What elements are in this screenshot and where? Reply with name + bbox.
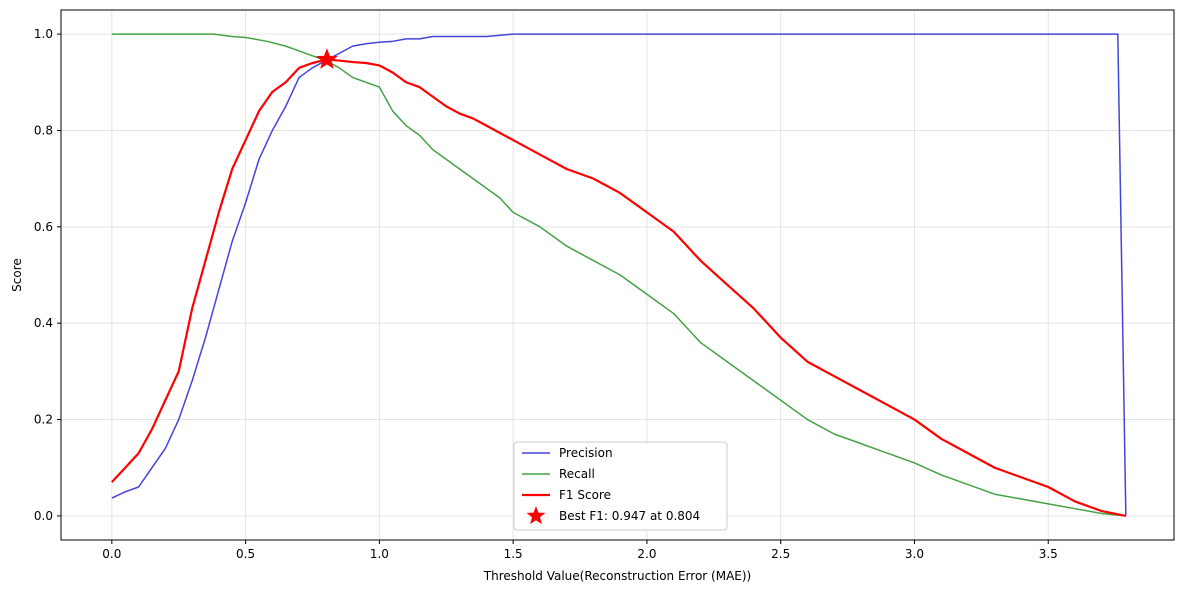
x-tick-label: 0.5 (236, 547, 255, 561)
plot-area (111, 33, 1127, 517)
y-tick-label: 0.8 (34, 123, 53, 137)
y-tick-label: 0.0 (34, 509, 53, 523)
x-tick-label: 1.0 (370, 547, 389, 561)
x-tick-label: 1.5 (504, 547, 523, 561)
x-axis: 0.0 0.5 1.0 1.5 2.0 2.5 3.0 3.5 (102, 540, 1058, 561)
y-tick-label: 0.4 (34, 316, 53, 330)
legend-entry: Precision (559, 446, 613, 460)
legend-entry: F1 Score (559, 488, 611, 502)
recall-line (111, 33, 1126, 517)
y-axis: 0.0 0.2 0.4 0.6 0.8 1.0 (34, 27, 61, 523)
best-f1-marker (316, 48, 338, 69)
x-axis-label: Threshold Value(Reconstruction Error (MA… (483, 569, 751, 583)
y-tick-label: 0.2 (34, 413, 53, 427)
y-tick-label: 1.0 (34, 27, 53, 41)
x-tick-label: 3.0 (905, 547, 924, 561)
legend-entry: Recall (559, 467, 595, 481)
y-tick-label: 0.6 (34, 220, 53, 234)
legend-box (513, 441, 728, 531)
y-axis-label: Score (10, 258, 24, 292)
x-tick-label: 2.0 (637, 547, 656, 561)
x-tick-label: 3.5 (1039, 547, 1058, 561)
legend: Precision Recall F1 Score Best F1: 0.947 at… (513, 441, 728, 531)
f1-score-line (111, 58, 1127, 517)
x-tick-label: 0.0 (102, 547, 121, 561)
x-tick-label: 2.5 (771, 547, 790, 561)
legend-marker (526, 506, 546, 525)
legend-entry: Best F1: 0.947 at 0.804 (559, 509, 700, 523)
plot-frame (60, 9, 1175, 541)
